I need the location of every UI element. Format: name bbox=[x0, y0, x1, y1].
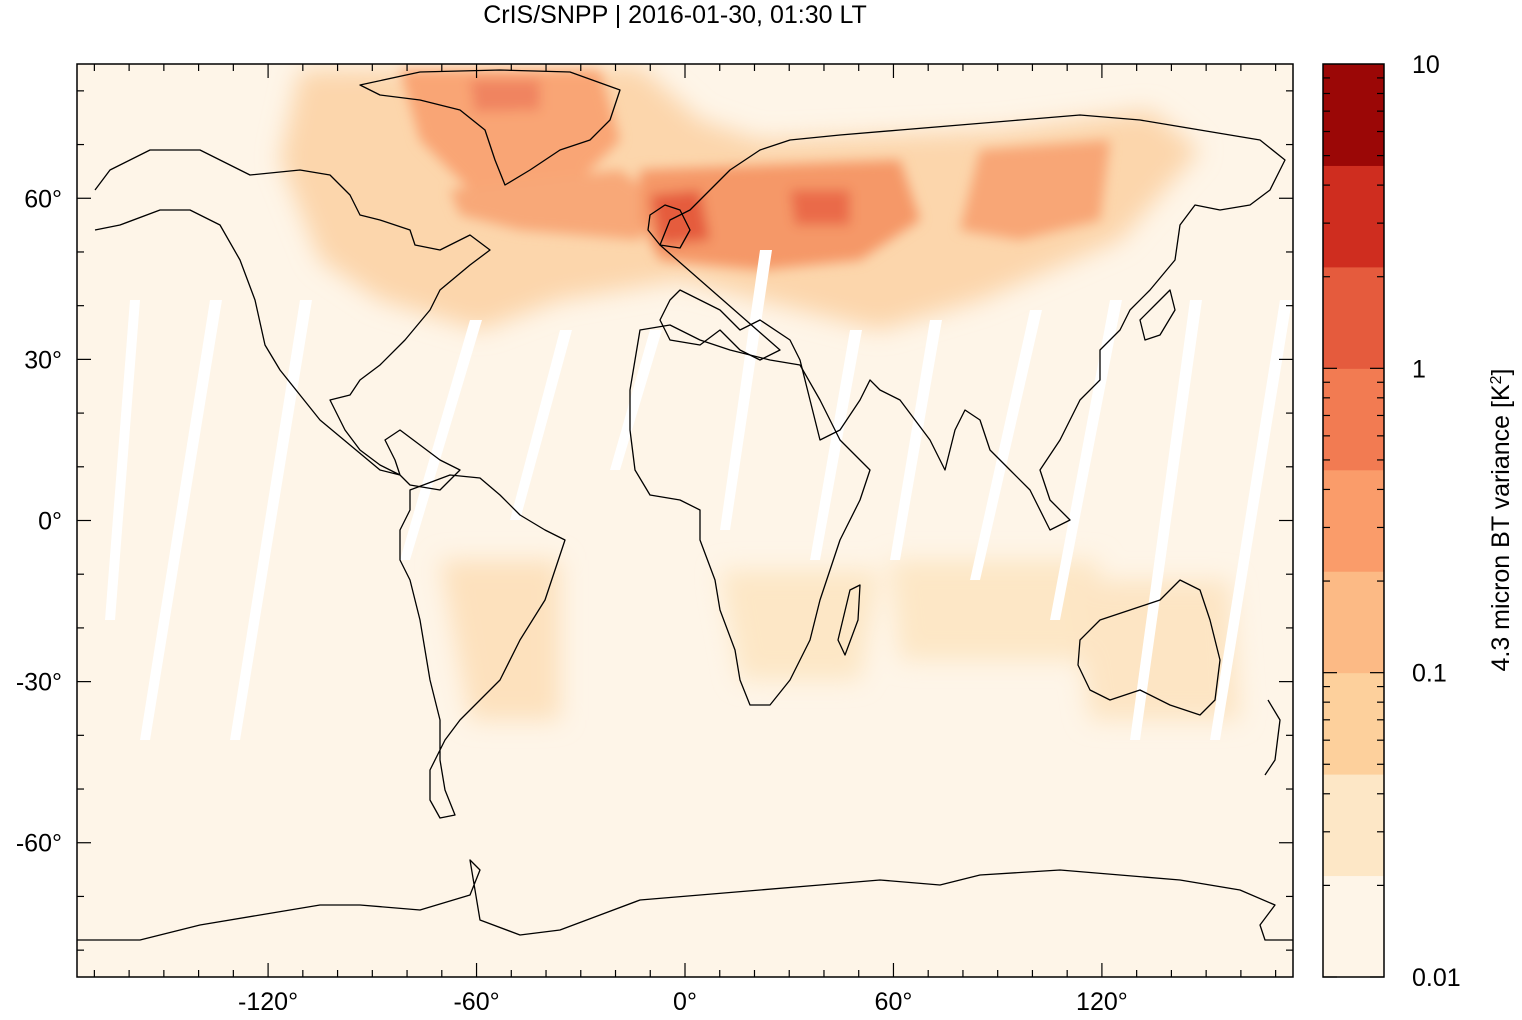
variance-field bbox=[280, 66, 1240, 720]
colorbar-band bbox=[1323, 571, 1384, 674]
y-tick-label: -60° bbox=[16, 830, 62, 858]
variance-band-greenland bbox=[400, 70, 620, 200]
colorbar-band bbox=[1323, 672, 1384, 775]
variance-hotspot-greenland bbox=[470, 80, 540, 112]
map-panel bbox=[77, 64, 1293, 977]
colorbar-band bbox=[1323, 266, 1384, 369]
map-ticks bbox=[77, 64, 1293, 977]
plot-title: CrIS/SNPP | 2016-01-30, 01:30 LT bbox=[483, 1, 867, 29]
x-tick-labels: -120° -60° 0° 60° 120° bbox=[238, 988, 1128, 1016]
variance-hotspot-russia bbox=[790, 190, 850, 225]
coastline-british-isles bbox=[647, 204, 691, 249]
colorbar-label-main: 4.3 micron BT variance [K bbox=[1487, 384, 1515, 671]
y-tick-label: 60° bbox=[24, 185, 62, 213]
colorbar-bands bbox=[1323, 64, 1384, 978]
coastline-antarctica bbox=[77, 859, 1293, 941]
coastline-south-america bbox=[399, 474, 566, 819]
coastline-africa bbox=[629, 324, 871, 706]
y-tick-labels: 60° 30° 0° -30° -60° bbox=[16, 185, 62, 857]
coastline-greenland bbox=[359, 69, 621, 186]
coastline-new-zealand bbox=[1264, 699, 1281, 776]
x-tick-label: -120° bbox=[238, 988, 298, 1016]
orbit-gaps bbox=[105, 250, 1292, 740]
variance-band-europe-russia bbox=[640, 160, 920, 270]
colorbar-band bbox=[1323, 64, 1384, 166]
coastlines bbox=[77, 69, 1293, 941]
coastline-australia bbox=[1077, 579, 1221, 716]
colorbar-label-sup: 2 bbox=[1488, 375, 1505, 384]
colorbar-band bbox=[1323, 875, 1384, 978]
colorbar: 10 1 0.1 0.01 4.3 micron BT variance [K2] bbox=[1322, 51, 1515, 992]
y-tick-label: -30° bbox=[16, 669, 62, 697]
coastline-europe-asia bbox=[659, 114, 1286, 531]
coastline-madagascar bbox=[837, 584, 861, 656]
variance-band-siberia bbox=[960, 140, 1110, 240]
variance-region-indian-ocean bbox=[890, 560, 1100, 660]
x-tick-label: 120° bbox=[1076, 988, 1128, 1016]
variance-region-southern-africa bbox=[720, 570, 880, 680]
colorbar-tick-label: 1 bbox=[1412, 355, 1426, 383]
variance-band-atlantic-jet bbox=[450, 170, 660, 240]
coastline-japan bbox=[1139, 289, 1176, 341]
x-tick-label: 0° bbox=[673, 988, 697, 1016]
y-tick-label: 30° bbox=[24, 346, 62, 374]
variance-region-south-america bbox=[440, 560, 560, 720]
colorbar-band bbox=[1323, 368, 1384, 471]
x-tick-label: 60° bbox=[875, 988, 913, 1016]
colorbar-band bbox=[1323, 469, 1384, 572]
y-tick-label: 0° bbox=[38, 508, 62, 536]
colorbar-tick-labels: 10 1 0.1 0.01 bbox=[1412, 51, 1461, 992]
x-tick-label: -60° bbox=[453, 988, 499, 1016]
colorbar-axis-label: 4.3 micron BT variance [K2] bbox=[1487, 368, 1515, 671]
colorbar-ticks bbox=[1323, 77, 1384, 978]
colorbar-frame bbox=[1322, 63, 1385, 978]
colorbar-band bbox=[1323, 165, 1384, 268]
variance-region-australia bbox=[1070, 580, 1240, 720]
colorbar-tick-label: 0.1 bbox=[1412, 660, 1447, 688]
colorbar-label-end: ] bbox=[1487, 368, 1515, 375]
map-frame bbox=[76, 63, 1294, 978]
colorbar-tick-label: 10 bbox=[1412, 51, 1440, 79]
colorbar-band bbox=[1323, 774, 1384, 877]
colorbar-tick-label: 0.01 bbox=[1412, 964, 1461, 992]
coastline-north-america bbox=[94, 149, 491, 491]
